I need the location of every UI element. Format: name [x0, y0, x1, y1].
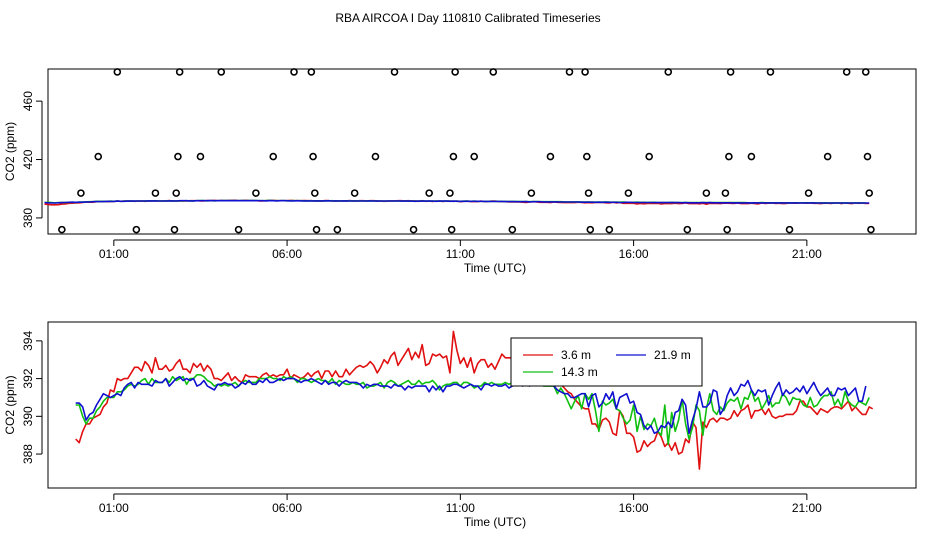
data-point-circle	[865, 189, 874, 197]
data-point-circle	[94, 152, 103, 161]
data-point-circle	[425, 189, 433, 197]
series-line-14-3-m	[75, 373, 870, 446]
y-axis-label: CO2 (ppm)	[3, 375, 17, 434]
data-point-circle	[489, 68, 498, 76]
data-point-circle	[584, 189, 593, 197]
data-point-circle	[371, 152, 380, 161]
data-point-circle	[174, 152, 182, 161]
data-point-circle	[151, 189, 160, 197]
y-tick-label: 388	[21, 444, 35, 464]
y-tick-label: 460	[21, 91, 35, 111]
panel-top: 01:00 06:00 11:00 16:00 21:00 Time (UTC) 380 42…	[3, 68, 917, 275]
data-point-circle	[196, 152, 205, 161]
data-point-circle	[581, 68, 589, 76]
data-point-circle	[721, 189, 730, 197]
data-point-circle	[645, 152, 653, 161]
y-tick-label: 392	[21, 368, 35, 388]
data-point-circle	[409, 225, 418, 234]
data-point-circle	[217, 68, 226, 76]
panel-bottom: 01:00 06:00 11:00 16:00 21:00 Time (UTC) 388 39…	[3, 321, 917, 529]
legend-box	[510, 337, 703, 387]
data-point-circle	[863, 152, 872, 161]
data-point-circle	[861, 68, 870, 76]
data-point-circle	[132, 225, 141, 234]
data-point-circle	[390, 68, 399, 76]
data-point-circle	[252, 189, 260, 197]
legend-label: 14.3 m	[561, 365, 598, 379]
data-point-circle	[175, 68, 184, 76]
data-point-circle	[586, 225, 595, 234]
data-point-circle	[527, 189, 536, 197]
data-point-circle	[785, 225, 794, 234]
data-point-circle	[583, 152, 591, 161]
data-point-circle	[350, 189, 359, 197]
legend-label: 21.9 m	[654, 348, 691, 362]
data-point-circle	[726, 68, 735, 76]
y-axis-label: CO2 (ppm)	[3, 122, 17, 181]
x-tick-label: 01:00	[99, 247, 129, 261]
plot-frame	[47, 68, 917, 235]
data-point-circle	[446, 189, 454, 197]
x-tick-label: 06:00	[272, 247, 302, 261]
x-axis-label: Time (UTC)	[464, 515, 526, 529]
y-tick-label: 394	[21, 331, 35, 351]
data-point-circle	[725, 152, 733, 161]
x-tick-label: 11:00	[446, 247, 475, 261]
data-point-circle	[867, 225, 875, 234]
data-point-circle	[449, 152, 458, 161]
chart-title: RBA AIRCOA I Day 110810 Calibrated Times…	[335, 11, 600, 25]
data-point-circle	[747, 152, 756, 161]
legend: 3.6 m 21.9 m 14.3 m	[510, 337, 703, 387]
data-point-circle	[508, 225, 517, 234]
x-tick-label: 11:00	[446, 501, 475, 515]
data-point-circle	[823, 152, 832, 161]
x-tick-label: 16:00	[619, 247, 649, 261]
series-line-21-9-m	[75, 375, 867, 435]
data-point-circle	[333, 225, 342, 234]
data-point-circle	[312, 225, 321, 234]
series-line-3-6-m	[75, 330, 874, 470]
plot-frame	[47, 321, 917, 489]
data-point-circle	[842, 68, 851, 76]
data-point-circle	[804, 189, 813, 197]
data-point-circle	[172, 189, 181, 197]
data-point-circle	[624, 189, 633, 197]
data-point-circle	[170, 225, 179, 234]
data-point-circle	[311, 189, 319, 197]
x-tick-label: 16:00	[619, 501, 649, 515]
data-point-circle	[766, 68, 775, 76]
data-point-circle	[58, 225, 66, 234]
data-point-circle	[546, 152, 555, 161]
y-tick-label: 420	[21, 149, 35, 169]
x-tick-label: 21:00	[792, 501, 822, 515]
legend-label: 3.6 m	[561, 348, 591, 362]
data-point-circle	[447, 225, 456, 234]
y-tick-label: 390	[21, 406, 35, 426]
data-point-circle	[309, 152, 317, 161]
data-point-circle	[470, 152, 479, 161]
data-point-circle	[234, 225, 243, 234]
series-line-21-9-m	[44, 199, 870, 204]
data-point-circle	[113, 68, 122, 76]
data-point-circle	[565, 68, 574, 76]
data-point-circle	[605, 225, 614, 234]
data-point-circle	[290, 68, 298, 76]
x-tick-label: 21:00	[792, 247, 822, 261]
data-point-circle	[683, 225, 692, 234]
y-tick-label: 380	[21, 208, 35, 228]
data-point-circle	[269, 152, 278, 161]
x-axis-label: Time (UTC)	[464, 261, 526, 275]
x-tick-label: 01:00	[99, 501, 129, 515]
data-point-circle	[451, 68, 459, 76]
data-point-circle	[664, 68, 673, 76]
data-point-circle	[77, 189, 85, 197]
data-point-circle	[702, 189, 711, 197]
x-tick-label: 06:00	[272, 501, 302, 515]
data-point-circle	[307, 68, 316, 76]
data-point-circle	[723, 225, 731, 234]
